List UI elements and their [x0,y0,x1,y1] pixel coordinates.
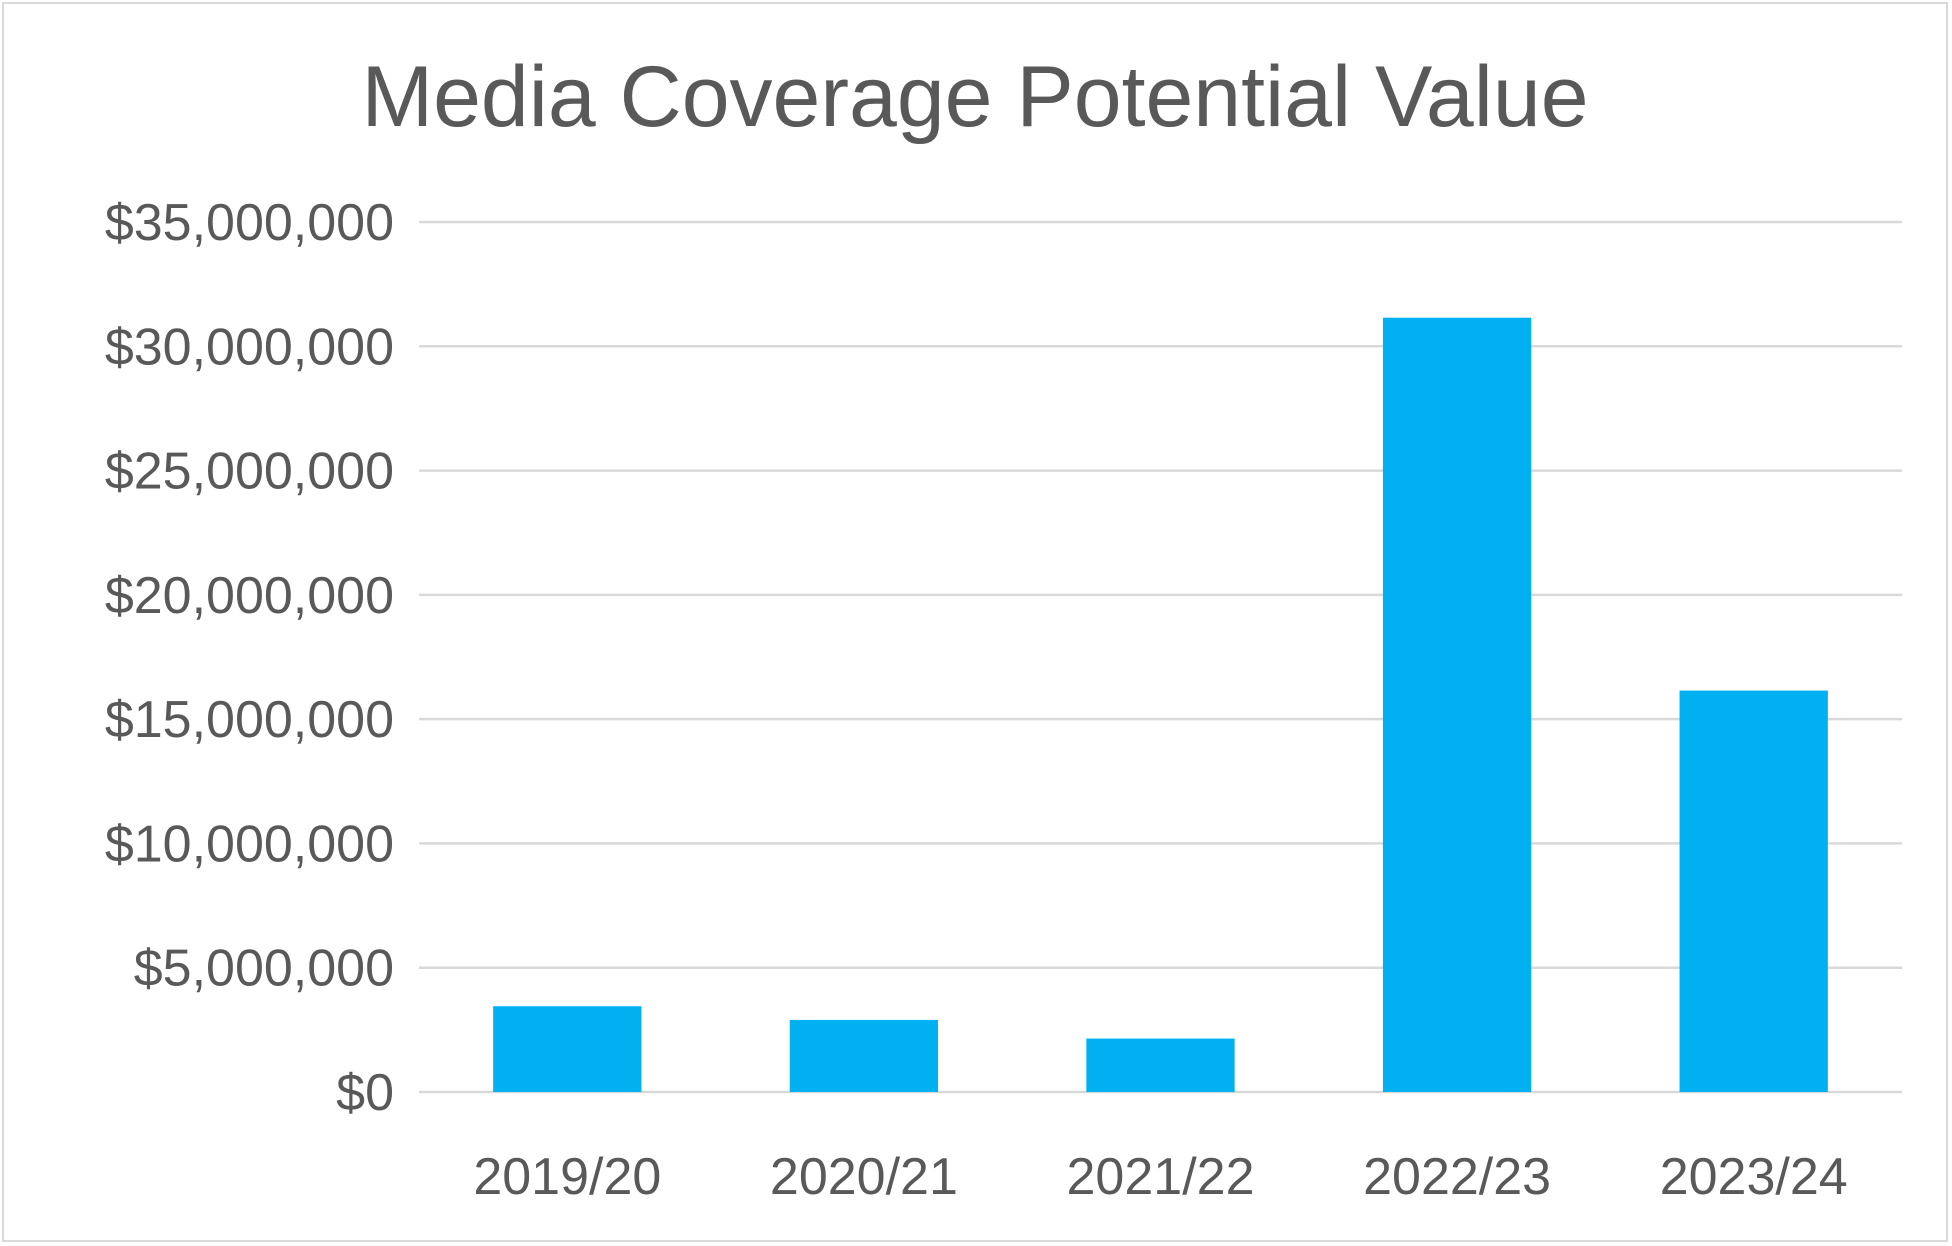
x-axis-ticks: 2019/20 2020/21 2021/22 2022/23 2023/24 [473,1148,1847,1206]
bar [1679,690,1828,1092]
x-tick-label: 2022/23 [1363,1148,1551,1206]
y-tick-label: $10,000,000 [105,815,394,873]
bar [1382,317,1532,1092]
gridlines [419,220,1902,1094]
y-tick-label: $5,000,000 [134,940,394,998]
chart-title: Media Coverage Potential Value [361,49,1588,145]
bar [1086,1038,1235,1092]
x-tick-label: 2020/21 [770,1148,958,1206]
y-tick-label: $25,000,000 [105,443,394,501]
bar-chart: Media Coverage Potential Value $0 $5,000,… [105,49,1902,1206]
y-tick-label: $20,000,000 [105,567,394,625]
y-tick-label: $0 [336,1064,394,1122]
x-tick-label: 2019/20 [473,1148,661,1206]
bars [493,317,1828,1092]
y-tick-label: $35,000,000 [105,194,394,252]
x-tick-label: 2023/24 [1660,1148,1848,1206]
y-tick-label: $30,000,000 [105,318,394,376]
y-tick-label: $15,000,000 [105,691,394,749]
y-axis-ticks: $0 $5,000,000 $10,000,000 $15,000,000 $20,00… [105,194,394,1122]
bar [789,1019,939,1092]
bar [493,1006,642,1092]
x-tick-label: 2021/22 [1067,1148,1255,1206]
